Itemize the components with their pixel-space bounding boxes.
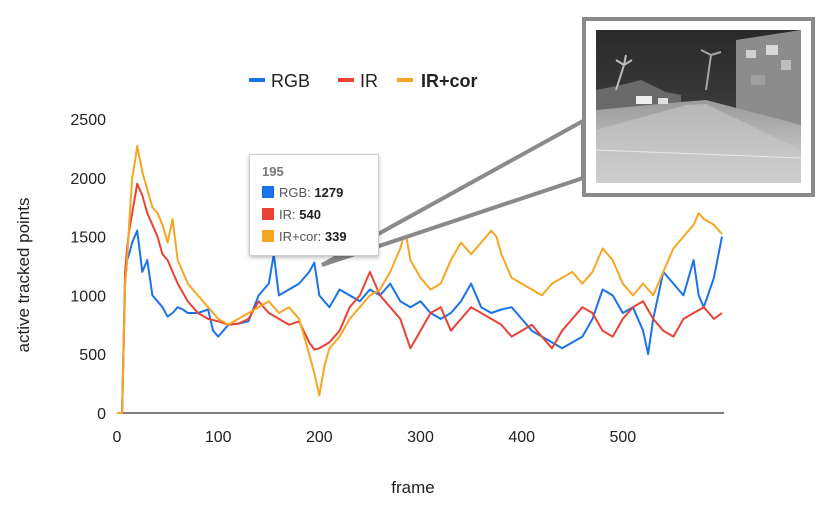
y-tick-label: 1500 — [70, 230, 106, 247]
x-tick-label: 0 — [113, 429, 122, 446]
y-axis-ticks: 0 500 1000 1500 2000 2500 — [70, 112, 106, 423]
chart-legend[interactable]: RGB IR IR+cor — [249, 71, 478, 91]
legend-label[interactable]: RGB — [271, 71, 310, 91]
x-tick-label: 100 — [205, 429, 232, 446]
x-tick-label: 300 — [407, 429, 434, 446]
ircor-swatch — [262, 230, 274, 242]
chart-tooltip: 195 RGB: 1279 IR: 540 IR+cor: 339 — [249, 154, 379, 256]
legend-label[interactable]: IR — [360, 71, 378, 91]
y-tick-label: 500 — [79, 347, 106, 364]
tooltip-label: IR — [279, 207, 292, 222]
x-tick-label: 200 — [306, 429, 333, 446]
legend-label[interactable]: IR+cor — [421, 71, 478, 91]
x-axis-ticks: 0 100 200 300 400 500 — [113, 429, 637, 446]
y-tick-label: 2500 — [70, 112, 106, 129]
y-tick-label: 2000 — [70, 171, 106, 188]
x-axis-title: frame — [391, 478, 434, 497]
series-line-rgb[interactable] — [117, 229, 723, 414]
series-line-ir-cor[interactable] — [117, 145, 723, 414]
y-tick-label: 1000 — [70, 288, 106, 305]
y-tick-label: 0 — [97, 406, 106, 423]
tooltip-row-rgb: RGB: 1279 — [262, 185, 343, 201]
thermal-street-image — [596, 30, 801, 183]
tooltip-value: 1279 — [314, 185, 344, 200]
tooltip-label: IR+cor — [279, 229, 318, 244]
inset-frame — [582, 17, 815, 197]
series-line-ir[interactable] — [117, 182, 723, 414]
rgb-swatch — [262, 186, 274, 198]
tooltip-value: 540 — [299, 207, 321, 222]
tooltip-frame-value: 195 — [262, 164, 284, 179]
x-tick-label: 500 — [609, 429, 636, 446]
y-axis-title: active tracked points — [14, 198, 33, 353]
chart-series — [117, 145, 723, 414]
tooltip-row-ir: IR: 540 — [262, 207, 321, 223]
tooltip-label: RGB — [279, 185, 308, 200]
tooltip-value: 339 — [324, 229, 347, 244]
x-tick-label: 400 — [508, 429, 535, 446]
ir-swatch — [262, 208, 274, 220]
tooltip-row-ircor: IR+cor: 339 — [262, 229, 347, 245]
